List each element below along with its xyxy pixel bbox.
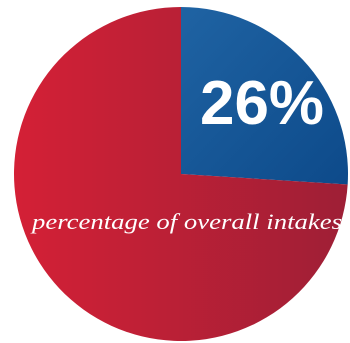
pie-slice-remainder: [13, 7, 348, 341]
pie-slice-percentage: [181, 7, 348, 185]
pie-slices: [13, 7, 348, 341]
percent-label: 26%: [200, 69, 324, 138]
caption-text: percentage of overall intakes: [30, 209, 342, 234]
